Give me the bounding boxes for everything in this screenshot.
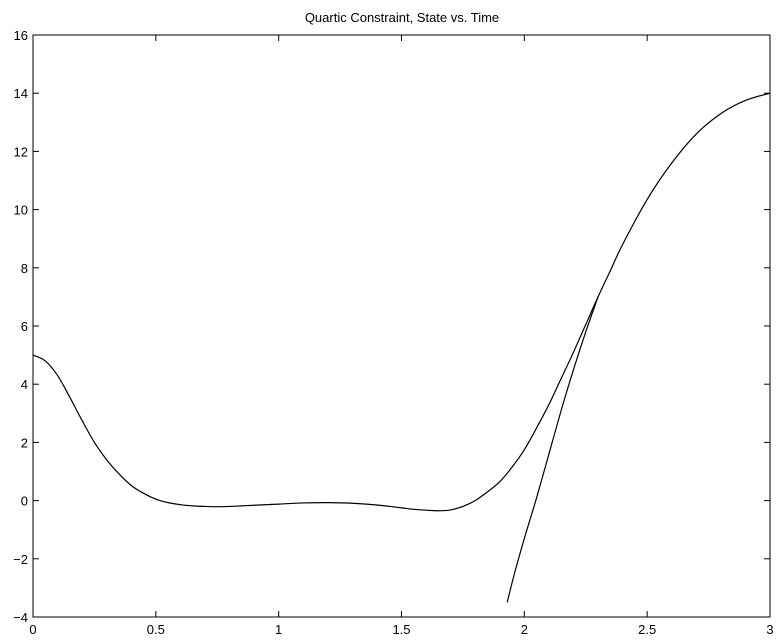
series-layer (32, 92, 771, 603)
series-line-2 (506, 296, 599, 603)
x-axis: 0 0.5 1 1.5 2 2.5 3 (29, 35, 774, 637)
x-tick-label: 1 (275, 622, 282, 637)
x-tick-label: 1.5 (392, 622, 410, 637)
y-tick-label: 2 (21, 435, 28, 450)
y-axis: −4 −2 0 2 4 6 8 10 12 14 16 (13, 28, 770, 625)
x-tick-label: 3 (766, 622, 773, 637)
x-tick-label: 2.5 (638, 622, 656, 637)
y-tick-label: 12 (14, 144, 28, 159)
series-line-1 (32, 92, 771, 512)
y-tick-label: −4 (13, 610, 28, 625)
chart-title: Quartic Constraint, State vs. Time (305, 10, 499, 25)
x-tick-label: 2 (521, 622, 528, 637)
axes-frame (32, 34, 771, 618)
x-tick-label: 0.5 (147, 622, 165, 637)
y-tick-label: 16 (14, 28, 28, 43)
y-tick-label: 14 (14, 86, 28, 101)
y-tick-label: 4 (21, 377, 28, 392)
y-tick-label: 8 (21, 261, 28, 276)
y-tick-label: 6 (21, 319, 28, 334)
y-tick-label: 0 (21, 494, 28, 509)
x-tick-label: 0 (29, 622, 36, 637)
y-tick-label: −2 (13, 552, 28, 567)
y-tick-label: 10 (14, 203, 28, 218)
